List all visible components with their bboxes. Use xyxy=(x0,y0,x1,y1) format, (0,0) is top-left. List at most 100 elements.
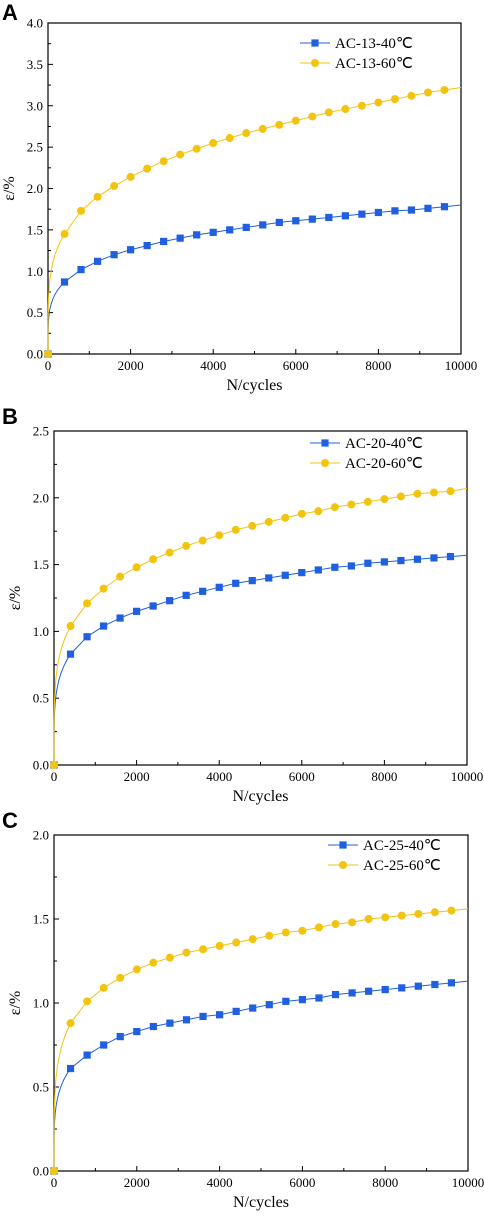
data-point xyxy=(83,599,92,608)
data-point xyxy=(347,562,355,570)
data-point xyxy=(66,622,75,631)
data-point xyxy=(198,536,207,545)
data-point xyxy=(374,98,383,107)
data-point xyxy=(215,941,224,950)
data-point xyxy=(308,215,316,223)
data-point xyxy=(199,945,208,954)
data-point xyxy=(249,1004,257,1012)
y-tick-label: 1.5 xyxy=(27,222,43,237)
data-point xyxy=(447,979,456,987)
data-point xyxy=(265,574,273,582)
data-point xyxy=(424,204,432,212)
data-point xyxy=(265,1001,273,1009)
x-tick-label: 10000 xyxy=(445,358,478,373)
data-point xyxy=(298,569,306,577)
data-point xyxy=(363,497,372,506)
data-point xyxy=(330,503,339,512)
data-point xyxy=(391,207,399,215)
legend-marker xyxy=(339,861,347,869)
data-point xyxy=(248,521,257,530)
data-point xyxy=(99,983,108,992)
data-point xyxy=(77,206,86,215)
plot-frame xyxy=(53,834,469,1172)
legend-marker xyxy=(311,39,319,47)
legend-label: AC-25-40℃ xyxy=(363,838,441,854)
data-point xyxy=(182,541,191,550)
data-point xyxy=(44,350,52,358)
data-point xyxy=(116,973,125,982)
y-tick-label: 4.0 xyxy=(27,16,43,31)
data-point xyxy=(232,1007,240,1015)
data-point xyxy=(149,602,157,610)
data-point xyxy=(50,1167,58,1175)
data-point xyxy=(126,172,135,181)
y-tick-label: 3.0 xyxy=(27,98,43,113)
data-point xyxy=(149,555,158,564)
data-point xyxy=(209,228,217,236)
data-point xyxy=(414,909,423,918)
data-point xyxy=(231,525,240,534)
data-point xyxy=(215,583,223,591)
x-tick-label: 0 xyxy=(51,769,58,784)
data-point xyxy=(431,980,439,989)
data-point xyxy=(297,509,306,518)
panel-label: A xyxy=(2,0,18,25)
data-point xyxy=(380,558,388,566)
data-point xyxy=(341,105,350,114)
data-point xyxy=(192,144,201,153)
y-tick-label: 0.5 xyxy=(27,305,43,320)
data-point xyxy=(414,982,422,990)
x-axis-title: N/cycles xyxy=(227,377,283,394)
data-point xyxy=(314,507,323,516)
data-point xyxy=(348,989,356,997)
legend-marker xyxy=(321,459,329,467)
series-line xyxy=(53,908,469,1172)
y-tick-label: 2.0 xyxy=(33,828,49,843)
data-point xyxy=(182,948,191,957)
data-point xyxy=(429,488,438,497)
data-point xyxy=(93,257,102,265)
data-point xyxy=(430,908,439,917)
x-tick-label: 4000 xyxy=(200,358,226,373)
data-point xyxy=(446,487,455,496)
data-point xyxy=(397,911,406,920)
y-tick-label: 2.5 xyxy=(27,140,43,155)
data-point xyxy=(83,633,91,641)
y-axis-title: ε/% xyxy=(7,991,24,1016)
data-point xyxy=(331,563,339,571)
y-axis-title: ε/% xyxy=(7,586,24,611)
plot-frame xyxy=(53,430,468,766)
data-point xyxy=(440,203,449,211)
data-point xyxy=(398,984,406,992)
data-point xyxy=(281,513,290,522)
data-point xyxy=(258,124,267,133)
data-point xyxy=(132,563,141,572)
data-point xyxy=(116,572,125,581)
data-point xyxy=(314,566,322,574)
legend-marker xyxy=(321,439,329,447)
data-point xyxy=(390,95,399,104)
data-point xyxy=(423,88,432,97)
data-point xyxy=(133,1027,141,1036)
x-tick-label: 0 xyxy=(51,1175,58,1190)
data-point xyxy=(159,157,168,166)
y-tick-label: 0.0 xyxy=(27,347,43,362)
data-point xyxy=(447,906,456,915)
data-point xyxy=(325,213,333,222)
data-point xyxy=(292,217,300,225)
y-tick-label: 0.0 xyxy=(33,758,49,773)
data-point xyxy=(348,918,357,927)
x-tick-label: 10000 xyxy=(451,769,484,784)
data-point xyxy=(66,1064,75,1073)
series-AC-25-60℃: AC-25-60℃ xyxy=(50,858,469,1175)
data-point xyxy=(93,192,102,201)
x-tick-label: 4000 xyxy=(207,1175,233,1190)
data-point xyxy=(216,1011,224,1019)
y-tick-label: 1.0 xyxy=(33,624,49,639)
data-point xyxy=(248,577,256,585)
data-point xyxy=(381,985,389,994)
series-line xyxy=(47,87,462,355)
chart-panel-b: B 0.0 0.5 1.0 1.5 2.0 2.5 0 2000 4000 6000 8000 1000… xyxy=(2,404,483,805)
data-point xyxy=(242,129,251,138)
panel-label: B xyxy=(2,404,18,429)
